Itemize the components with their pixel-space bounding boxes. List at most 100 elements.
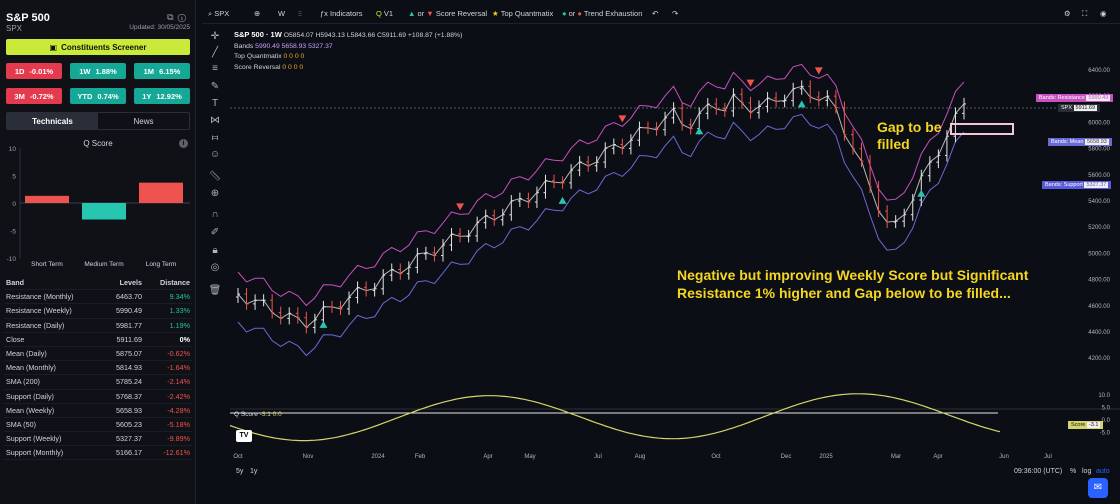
perf-tile-1w[interactable]: 1W 1.88%: [70, 63, 126, 79]
redo-icon[interactable]: ↷: [672, 9, 679, 18]
tradingview-logo[interactable]: TV: [236, 430, 252, 442]
instrument-header: S&P 500 SPX ⧉ⓘ Updated: 30/05/2025: [6, 12, 190, 36]
settings-icon[interactable]: ⚙: [1064, 9, 1071, 18]
time-axis-label: Jul: [594, 454, 602, 460]
price-axis-label: 5000.00: [1088, 251, 1110, 257]
perf-tile-1d[interactable]: 1D -0.01%: [6, 63, 62, 79]
row-band: Mean (Monthly): [6, 363, 56, 373]
magnet-icon[interactable]: ∩: [211, 209, 219, 220]
trend-exhaustion-label: Trend Exhaustion: [583, 9, 643, 18]
chart-type-icon[interactable]: ⫶⫶: [298, 9, 302, 18]
perf-tile-1m[interactable]: 1M 6.15%: [134, 63, 190, 79]
time-axis-label: May: [524, 454, 535, 460]
measure-icon[interactable]: ⧦: [211, 132, 219, 143]
perf-period: 1D: [14, 66, 25, 76]
legend-title: S&P 500 · 1W: [234, 30, 282, 39]
tab-technicals[interactable]: Technicals: [7, 113, 98, 129]
table-row: Resistance (Monthly) 6463.70 9.34%: [4, 290, 192, 305]
gap-box: [950, 123, 1014, 135]
time-axis-label: Feb: [415, 454, 426, 460]
buy-signal-marker: [319, 320, 328, 328]
osc-values: -3.1 0.0: [259, 411, 282, 418]
qscore-y-tick: 0: [12, 201, 16, 208]
percent-button[interactable]: %: [1070, 468, 1077, 475]
emoji-icon[interactable]: ☺: [209, 149, 221, 160]
fib-icon[interactable]: ≡: [212, 63, 218, 74]
perf-tile-ytd[interactable]: YTD 0.74%: [70, 88, 126, 104]
buy-signal-marker: [917, 189, 926, 197]
qscore-bar-label: Medium Term: [84, 261, 123, 268]
perf-period: 1Y: [142, 91, 152, 101]
band-upper-line: [237, 63, 965, 307]
perf-period: 1M: [143, 66, 155, 76]
row-distance: 1.19%: [169, 320, 190, 330]
price-chart[interactable]: 6400.006200.006000.005800.005600.005400.…: [202, 24, 1120, 486]
visibility-icon[interactable]: ◎: [210, 262, 220, 273]
brush-icon[interactable]: ✎: [210, 81, 220, 92]
auto-button[interactable]: auto: [1096, 468, 1110, 475]
clock: 09:36:00 (UTC): [1014, 468, 1063, 475]
version-button[interactable]: Q V1: [376, 9, 393, 18]
legend-score-reversal: Score Reversal: [234, 63, 281, 71]
qscore-y-tick: -10: [7, 256, 17, 263]
info-icon[interactable]: ⓘ: [177, 12, 190, 22]
share-icon[interactable]: ⧉: [167, 12, 178, 22]
log-button[interactable]: log: [1082, 468, 1092, 475]
gap-annotation: Gap to be filled: [877, 119, 942, 152]
crosshair-icon[interactable]: ✛: [210, 31, 220, 42]
undo-icon[interactable]: ↶: [652, 9, 659, 18]
draw-mode-icon[interactable]: ✐: [210, 227, 220, 238]
legend-bands-values: 5990.49 5658.93 5327.37: [255, 42, 333, 50]
updated-date: Updated: 30/05/2025: [129, 24, 190, 31]
pattern-icon[interactable]: ⋈: [210, 115, 220, 126]
row-band: Resistance (Daily): [6, 320, 65, 330]
chat-icon[interactable]: ✉: [1088, 478, 1108, 498]
time-axis-label: Apr: [933, 454, 942, 460]
perf-tile-1y[interactable]: 1Y 12.92%: [134, 88, 190, 104]
indicators-button[interactable]: ƒx Indicators: [320, 9, 363, 18]
perf-tile-3m[interactable]: 3M -0.72%: [6, 88, 62, 104]
lock-icon[interactable]: 🔒︎: [212, 245, 218, 256]
time-axis-label: Jun: [999, 454, 1009, 460]
qscore-bar: [139, 182, 183, 203]
trash-icon[interactable]: 🗑︎: [208, 285, 222, 296]
sell-signal-marker: [746, 79, 755, 87]
table-row: Resistance (Daily) 5981.77 1.19%: [4, 319, 192, 333]
camera-icon[interactable]: ◉: [1100, 9, 1107, 18]
trend-exhaustion-indicator[interactable]: ● or ● Trend Exhaustion: [562, 9, 642, 18]
row-band: Close: [6, 334, 25, 344]
spx-tag-value: 5911.69: [1073, 105, 1098, 111]
ruler-icon[interactable]: 📏︎: [208, 171, 222, 182]
legend-top-quantmatix: Top Quantmatix: [234, 53, 282, 60]
score-reversal-indicator[interactable]: ▲ or ▼ Score Reversal: [408, 9, 487, 18]
row-band: Mean (Weekly): [6, 405, 55, 415]
constituents-screener-button[interactable]: ▣ Constituents Screener: [6, 39, 190, 55]
chart-area[interactable]: ⌕ SPX ⊕ W ⫶⫶ ƒx Indicators Q V1 ▲ or ▼ S…: [202, 0, 1120, 504]
tab-news[interactable]: News: [133, 116, 154, 126]
qscore-bar-chart: 10 5 0 -5 -10 Short Term Medium Term Long Term: [7, 146, 190, 268]
interval-button[interactable]: W: [278, 9, 286, 18]
indicators-label: Indicators: [330, 9, 363, 18]
oscillator-legend: Q Score -3.1 0.0: [234, 411, 282, 418]
mean-tag-value: 5658.93: [1084, 139, 1109, 145]
row-band: Resistance (Weekly): [6, 306, 72, 316]
zoom-icon[interactable]: ⊕: [210, 188, 220, 199]
perf-value: 6.15%: [159, 66, 181, 76]
row-distance: 9.34%: [169, 292, 190, 302]
top-quantmatix-indicator[interactable]: ★ Top Quantmatix: [492, 9, 553, 18]
range-5y-button[interactable]: 5y: [236, 468, 244, 475]
trendline-icon[interactable]: ╱: [211, 47, 219, 58]
fullscreen-icon[interactable]: ⛶: [1082, 9, 1088, 18]
symbol-search[interactable]: ⌕ SPX: [208, 9, 230, 18]
add-symbol-icon[interactable]: ⊕: [254, 9, 261, 18]
legend-bands: Bands: [234, 42, 254, 50]
range-1y-button[interactable]: 1y: [250, 468, 258, 475]
price-axis-label: 4600.00: [1088, 304, 1110, 310]
buy-signal-marker: [558, 196, 567, 204]
buy-signal-marker: [797, 100, 806, 108]
text-icon[interactable]: T: [211, 98, 219, 109]
qscore-info-icon[interactable]: i: [179, 139, 188, 148]
price-axis-label: 4800.00: [1088, 278, 1110, 284]
row-distance: -4.28%: [167, 405, 190, 415]
price-axis-label: 5400.00: [1088, 199, 1110, 205]
